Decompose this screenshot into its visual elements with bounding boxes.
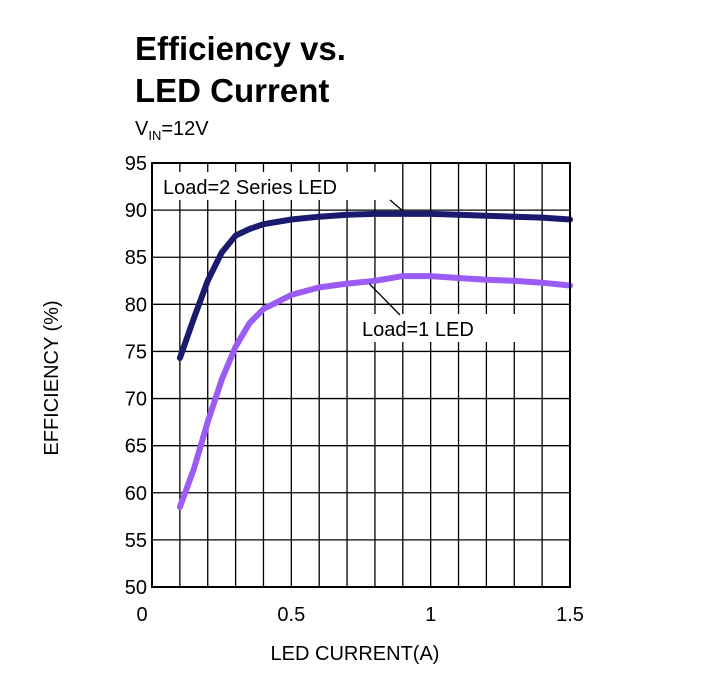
- leader-line-1: [389, 199, 404, 212]
- y-tick-label: 75: [125, 341, 147, 363]
- series-1-point: [193, 317, 195, 319]
- y-tick-label: 50: [125, 577, 147, 599]
- series-2-point: [318, 286, 320, 288]
- series-label-1: Load=2 Series LED: [163, 177, 337, 199]
- condition-prefix: V: [135, 118, 149, 140]
- series-2-point: [346, 283, 348, 285]
- series-2-point: [235, 346, 237, 348]
- series-2-point: [513, 280, 515, 282]
- series-2-point: [541, 282, 543, 284]
- series-2-point: [430, 275, 432, 277]
- y-axis-label: EFFICIENCY (%): [41, 300, 63, 455]
- series-1-point: [207, 280, 209, 282]
- series-2-point: [179, 506, 181, 508]
- condition-subscript: IN: [148, 128, 162, 143]
- series-label-2: Load=1 LED: [362, 319, 474, 341]
- series-1-point: [513, 216, 515, 218]
- series-line-2: [176, 273, 573, 510]
- y-tick-label: 60: [125, 483, 147, 505]
- y-tick-label: 90: [125, 200, 147, 222]
- series-1-point: [235, 235, 237, 237]
- chart-title: Efficiency vs. LED Current: [135, 28, 535, 112]
- series-2-point: [485, 279, 487, 281]
- series-1-point: [262, 223, 264, 225]
- chart-title-line1: Efficiency vs.: [135, 30, 346, 67]
- series-2-point: [193, 468, 195, 470]
- series-2-point: [458, 277, 460, 279]
- series-2-point: [290, 294, 292, 296]
- series-2-point: [249, 322, 251, 324]
- x-tick-label: 1: [425, 604, 436, 626]
- y-tick-label: 65: [125, 436, 147, 458]
- series-1-point: [458, 214, 460, 216]
- y-tick-labels: 50 55 60 65 70 75 80 85 90 95: [125, 153, 147, 599]
- chart-condition: VIN=12V: [135, 118, 209, 143]
- series-2-point: [221, 379, 223, 381]
- series-1-point: [430, 213, 432, 215]
- y-tick-label: 80: [125, 294, 147, 316]
- y-tick-label: 55: [125, 530, 147, 552]
- series-1-point: [290, 219, 292, 221]
- series-line-1: [176, 210, 573, 361]
- chart-grid: [152, 163, 570, 587]
- label-bg-1: [157, 172, 399, 200]
- x-tick-labels: 0 0.5 1 1.5: [136, 604, 583, 626]
- condition-suffix: =12V: [161, 118, 209, 140]
- series-1-point: [402, 213, 404, 215]
- series-layer: [176, 210, 573, 510]
- series-1-point: [346, 214, 348, 216]
- label-bg-2: [357, 314, 525, 342]
- series-1-point: [221, 252, 223, 254]
- leader-line-2: [368, 283, 401, 316]
- x-tick-label: 0.5: [277, 604, 305, 626]
- y-tick-label: 95: [125, 153, 147, 175]
- plot-frame: [151, 162, 571, 588]
- series-1-point: [179, 357, 181, 359]
- y-tick-label: 70: [125, 389, 147, 411]
- series-2-point: [207, 421, 209, 423]
- y-tick-label: 85: [125, 247, 147, 269]
- chart-title-line2: LED Current: [135, 72, 330, 109]
- series-1-point: [541, 217, 543, 219]
- series-1-point: [318, 216, 320, 218]
- series-1-point: [374, 213, 376, 215]
- series-labels: Load=2 Series LED Load=1 LED: [157, 172, 525, 342]
- x-tick-label: 0: [136, 604, 147, 626]
- series-2-point: [262, 308, 264, 310]
- series-1-point: [249, 228, 251, 230]
- x-axis-label: LED CURRENT(A): [271, 643, 440, 665]
- x-tick-label: 1.5: [556, 604, 584, 626]
- series-1-point: [485, 215, 487, 217]
- series-2-point: [374, 280, 376, 282]
- series-2-point: [402, 275, 404, 277]
